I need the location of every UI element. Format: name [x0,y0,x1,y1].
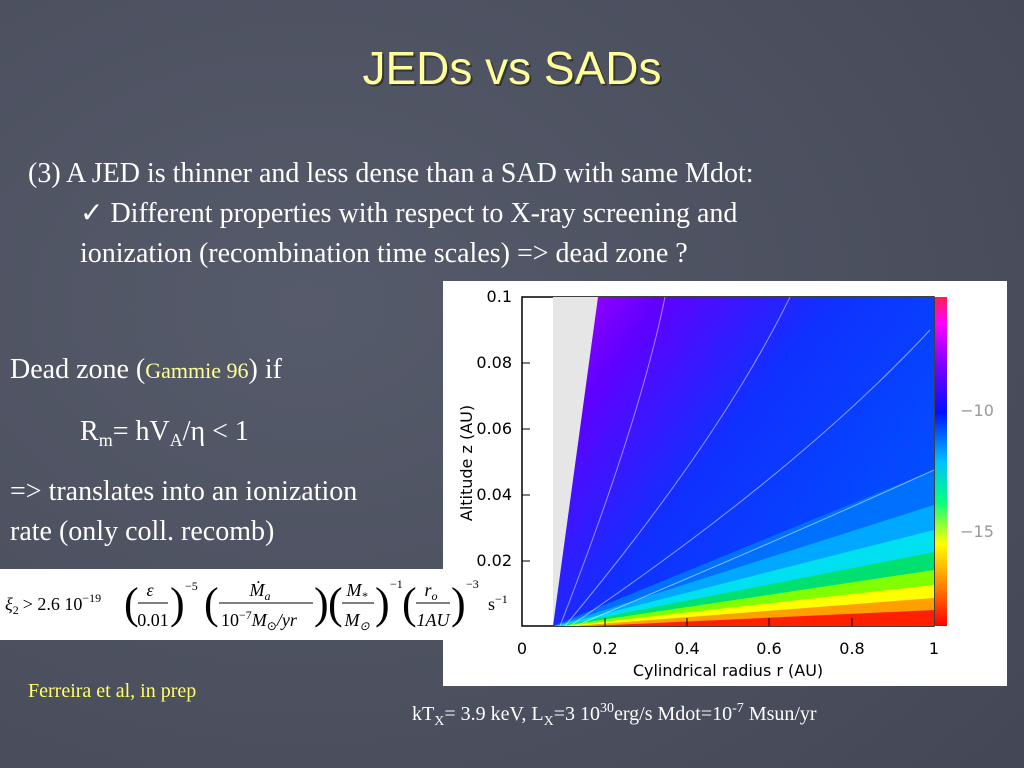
title: JEDs vs SADs [362,42,661,94]
x-tick-label: 0.6 [756,639,781,658]
numerator: ro [424,580,437,603]
subscript: ⊙ [267,619,277,633]
x-tick-label: 1 [929,639,939,658]
paren: ) [170,579,185,628]
text: erg/s Mdot=10 [614,703,732,725]
x-axis-label: Cylindrical radius r (AU) [633,661,823,680]
symbol: r [424,580,432,600]
formula: ξ2 > 2.6 10−19 ( ε 0.01 ) −5 ( Ṁa 10−7M⊙/… [5,577,508,633]
y-tick-label: 0.02 [476,551,512,570]
superscript: -7 [732,701,744,716]
subscript: * [362,589,368,603]
text: Msun/yr [744,703,817,725]
contour [574,469,934,626]
symbol: M [343,610,360,630]
denominator: 10−7M⊙/yr [221,608,298,633]
paren: ( [204,579,219,628]
subpoint: ✓ Different properties with respect to X… [80,198,737,229]
reference: Ferreira et al, in prep [28,680,196,702]
superscript: 30 [600,701,614,716]
superscript: −19 [82,591,101,605]
numerator: M* [346,580,368,603]
y-tick-label: 0.04 [476,485,512,504]
axis-labels: 0.1 0.08 0.06 0.04 0.02 0 0.2 0.4 0.6 0.… [457,287,994,680]
y-tick-label: 0.1 [487,287,512,306]
criterion: Rm= hVA/η < 1 [80,416,249,450]
numerator: ε [146,580,154,600]
colorbar-tick-label: −15 [960,522,994,541]
symbol: M [251,610,268,630]
superscript: −1 [495,592,508,606]
superscript: −3 [466,577,479,591]
superscript: −5 [185,579,198,593]
symbol: Ṁ [249,580,266,600]
reference: Gammie 96 [145,358,248,383]
paren: ( [124,579,139,628]
x-tick-label: 0.4 [674,639,699,658]
unit: s−1 [488,592,508,614]
superscript: −7 [239,608,252,622]
text: Dead zone ( [10,354,145,385]
dead-zone: Dead zone (Gammie 96) if [10,354,283,385]
translation: => translates into an ionization [10,476,357,507]
paren: ) [451,579,466,628]
subscript: A [170,430,183,450]
tick-marks [522,362,853,626]
text: 10 [221,610,239,630]
subscript: X [544,714,554,729]
point: (3) A JED is thinner and less dense than… [28,158,754,189]
y-tick-label: 0.08 [476,353,512,372]
caption: kTX= 3.9 keV, LX=3 1030erg/s Mdot=10-7 M… [412,701,817,729]
text: /η < 1 [183,416,249,447]
x-tick-label: 0.8 [839,639,864,658]
colorbar-tick-label: −10 [960,401,994,420]
contour [564,297,791,626]
x-tick-label: 0.2 [592,639,617,658]
text: = 3.9 keV, L [444,703,543,725]
subscript: X [434,714,444,729]
text: =3 10 [554,703,600,725]
text: kT [412,703,434,725]
denominator: M⊙ [343,610,370,633]
text: ) if [249,354,283,385]
subscript: ⊙ [359,619,370,633]
paren: ) [314,579,329,628]
title-shadow: JEDs vs SADs [364,44,663,96]
paren: ) [375,579,390,628]
y-tick-label: 0.06 [476,419,512,438]
text: s [488,594,495,614]
contours [559,297,934,626]
text: > 2.6 10 [23,594,83,614]
symbol: ξ [5,594,13,614]
contour [569,329,931,626]
text: R [80,416,99,447]
formula-lhs: ξ2 > 2.6 10−19 [5,591,101,617]
text: /yr [276,610,298,630]
color-field [553,297,934,626]
subscript: o [432,589,438,603]
subpoint: ionization (recombination time scales) =… [80,238,688,269]
subscript: m [99,430,113,450]
denominator: 0.01 [137,610,169,630]
colorbar [935,297,947,626]
x-tick-label: 0 [517,639,527,658]
paren: ( [328,579,343,628]
text: = hV [113,416,170,447]
denominator: 1AU [417,610,451,630]
subscript: 2 [13,603,19,617]
superscript: −1 [390,577,403,591]
formula-panel [0,569,445,640]
subscript: a [265,589,271,603]
contour [559,297,666,626]
paren: ( [402,579,417,628]
numerator: Ṁa [249,580,271,603]
body-text: (3) A JED is thinner and less dense than… [10,158,754,547]
y-axis-label: Altitude z (AU) [457,405,476,521]
translation: rate (only coll. recomb) [10,516,274,547]
symbol: M [346,580,363,600]
field-band [553,610,934,626]
